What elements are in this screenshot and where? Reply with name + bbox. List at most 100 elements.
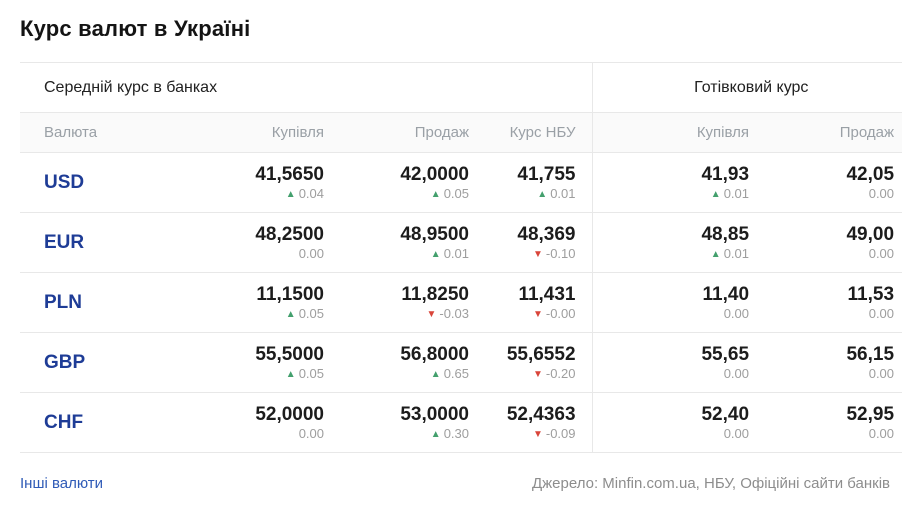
currency-link-pln[interactable]: PLN	[44, 291, 82, 313]
table-row-gbp: GBP 55,5000 ▲ 0.05 56,8000 ▲ 0.65 55,6552 …	[20, 332, 902, 393]
change-arrow-icon: ▲	[285, 309, 296, 321]
currency-link-usd[interactable]: USD	[44, 171, 85, 193]
rate-change: ▲ 0.30	[341, 426, 469, 441]
rate-change: 0.00	[766, 246, 894, 261]
currency-link-gbp[interactable]: GBP	[44, 351, 86, 373]
rate-cell-cash-buy: 55,65 0.00	[591, 332, 766, 393]
change-value: 0.00	[723, 306, 750, 322]
page-title: Курс валют в Україні	[20, 16, 251, 41]
rate-cell-bank-sell: 53,0000 ▲ 0.30	[340, 392, 485, 453]
change-value: 0.00	[868, 366, 895, 382]
rate-value: 48,2500	[255, 223, 324, 245]
rate-cell-nbu: 41,755 ▲ 0.01	[485, 152, 593, 213]
change-value: -0.09	[545, 426, 576, 442]
col-header-nbu: Курс НБУ	[485, 112, 593, 153]
change-value: 0.00	[298, 246, 324, 262]
rate-change: 0.00	[766, 306, 894, 321]
change-value: 0.65	[443, 366, 469, 382]
column-header-row: Валюта Купівля Продаж Курс НБУ Купівля П…	[20, 112, 902, 153]
table-row-usd: USD 41,5650 ▲ 0.04 42,0000 ▲ 0.05 41,755 ▲…	[20, 152, 902, 213]
change-value: -0.03	[439, 306, 469, 322]
change-value: 0.00	[298, 426, 324, 442]
rate-change: ▲ 0.65	[341, 366, 469, 381]
rate-change: ▼ -0.09	[486, 426, 576, 441]
rate-value: 11,40	[702, 283, 750, 305]
currency-cell: USD	[20, 152, 160, 213]
change-arrow-icon: ▼	[532, 429, 543, 441]
rate-cell-nbu: 55,6552 ▼ -0.20	[485, 332, 593, 393]
change-arrow-icon: ▲	[710, 189, 721, 201]
group-header-cash: Готівковий курс	[591, 62, 902, 113]
change-arrow-icon: ▲	[430, 429, 441, 441]
change-arrow-icon: ▼	[532, 369, 543, 381]
footer: Інші валюти Джерело: Minfin.com.ua, НБУ,…	[20, 475, 890, 492]
change-value: 0.00	[723, 426, 750, 442]
change-value: 0.30	[443, 426, 469, 442]
change-value: 0.00	[868, 246, 895, 262]
rate-cell-bank-buy: 11,1500 ▲ 0.05	[160, 272, 340, 333]
rate-change: ▲ 0.05	[161, 306, 324, 321]
rate-cell-bank-buy: 48,2500 0.00	[160, 212, 340, 273]
change-value: 0.00	[868, 426, 895, 442]
rate-cell-nbu: 11,431 ▼ -0.00	[485, 272, 593, 333]
rate-change: 0.00	[594, 366, 750, 382]
rate-cell-cash-buy: 41,93 ▲ 0.01	[591, 152, 766, 213]
rate-cell-cash-sell: 11,53 0.00	[765, 272, 902, 333]
change-value: 0.04	[298, 186, 324, 202]
rate-cell-cash-sell: 52,95 0.00	[765, 392, 902, 453]
currency-cell: CHF	[20, 392, 160, 453]
change-arrow-icon: ▲	[430, 249, 441, 261]
currency-cell: GBP	[20, 332, 160, 393]
change-value: 0.00	[868, 186, 895, 202]
rate-value: 52,0000	[255, 403, 324, 425]
rate-change: ▲ 0.05	[341, 186, 469, 201]
rate-value: 42,0000	[400, 163, 469, 185]
rate-value: 41,5650	[255, 163, 324, 185]
change-value: 0.00	[723, 366, 750, 382]
rate-change: ▲ 0.01	[486, 186, 576, 202]
rate-cell-cash-buy: 48,85 ▲ 0.01	[591, 212, 766, 273]
rate-value: 52,95	[846, 403, 895, 425]
rate-value: 49,00	[846, 223, 895, 245]
currency-link-eur[interactable]: EUR	[44, 231, 85, 253]
rate-value: 55,6552	[506, 343, 576, 365]
change-value: 0.01	[550, 186, 576, 202]
rate-cell-bank-buy: 52,0000 0.00	[160, 392, 340, 453]
rate-value: 41,93	[701, 163, 750, 185]
rate-change: 0.00	[161, 426, 324, 441]
currency-cell: EUR	[20, 212, 160, 273]
other-currencies-link[interactable]: Інші валюти	[20, 475, 104, 492]
rate-value: 48,85	[701, 223, 750, 245]
rate-change: 0.00	[161, 246, 324, 261]
rate-change: ▼ -0.00	[486, 306, 576, 321]
change-arrow-icon: ▼	[426, 309, 437, 321]
rate-value: 48,369	[517, 223, 576, 245]
change-value: 0.05	[443, 186, 469, 202]
change-arrow-icon: ▲	[430, 369, 441, 381]
change-value: 0.01	[443, 246, 469, 262]
change-value: 0.01	[723, 246, 750, 262]
rate-change: 0.00	[766, 186, 894, 201]
rate-change: ▲ 0.05	[161, 366, 324, 381]
rate-change: ▼ -0.20	[486, 366, 576, 381]
rate-change: ▲ 0.01	[594, 246, 750, 262]
rate-cell-bank-buy: 55,5000 ▲ 0.05	[160, 332, 340, 393]
rate-change: ▼ -0.03	[341, 306, 469, 321]
rate-cell-nbu: 48,369 ▼ -0.10	[485, 212, 593, 273]
rate-cell-bank-buy: 41,5650 ▲ 0.04	[160, 152, 340, 213]
rate-value: 55,5000	[255, 343, 324, 365]
rate-change: 0.00	[766, 426, 894, 441]
table-row-eur: EUR 48,2500 0.00 48,9500 ▲ 0.01 48,369 ▼ -…	[20, 212, 902, 273]
currency-link-chf[interactable]: CHF	[44, 411, 84, 433]
rate-change: 0.00	[766, 366, 894, 381]
rate-value: 42,05	[846, 163, 895, 185]
col-header-cash-buy: Купівля	[591, 112, 766, 153]
col-header-currency: Валюта	[20, 112, 160, 153]
rate-value: 56,15	[846, 343, 895, 365]
rate-value: 52,4363	[506, 403, 576, 425]
col-header-bank-sell: Продаж	[340, 112, 485, 153]
rate-change: ▲ 0.01	[594, 186, 749, 201]
change-value: -0.20	[545, 366, 576, 382]
group-header-bank: Середній курс в банках	[20, 62, 593, 113]
